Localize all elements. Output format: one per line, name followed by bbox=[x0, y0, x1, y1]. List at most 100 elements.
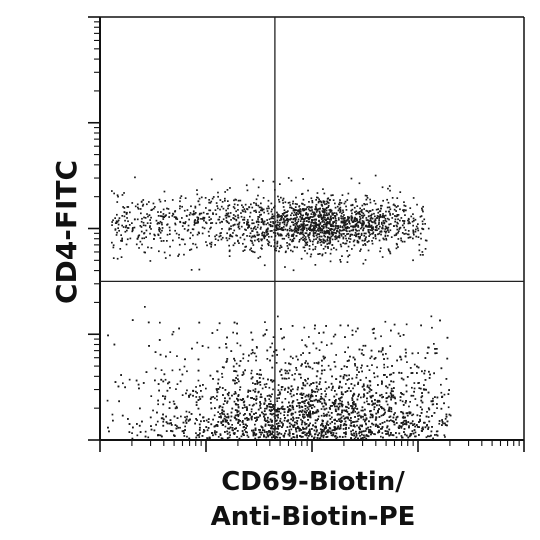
event-dot bbox=[239, 344, 242, 347]
event-dot bbox=[325, 207, 328, 210]
event-dot bbox=[341, 411, 343, 414]
event-dot bbox=[255, 198, 258, 201]
event-dot bbox=[228, 244, 230, 247]
event-dot bbox=[310, 400, 312, 402]
event-dot bbox=[335, 432, 338, 435]
event-dot bbox=[387, 410, 390, 412]
event-dot bbox=[210, 402, 212, 404]
event-dot bbox=[369, 413, 372, 416]
event-dot bbox=[411, 372, 414, 374]
event-dot bbox=[324, 230, 327, 233]
event-dot bbox=[236, 382, 238, 384]
event-dot bbox=[308, 429, 311, 432]
event-dot bbox=[324, 235, 326, 238]
event-dot bbox=[278, 391, 281, 394]
event-dot bbox=[364, 344, 367, 347]
event-dot bbox=[421, 430, 423, 432]
event-dot bbox=[126, 206, 129, 208]
event-dot bbox=[266, 219, 268, 221]
event-dot bbox=[324, 232, 327, 235]
event-dot bbox=[348, 220, 350, 222]
event-dot bbox=[359, 237, 361, 240]
event-dot bbox=[166, 233, 169, 236]
event-dot bbox=[277, 233, 279, 236]
event-dot bbox=[369, 384, 372, 387]
event-dot bbox=[235, 234, 237, 237]
event-dot bbox=[307, 362, 309, 365]
event-dot bbox=[261, 218, 263, 220]
event-dot bbox=[387, 226, 390, 229]
event-dot bbox=[374, 235, 377, 238]
event-dot bbox=[138, 247, 140, 249]
event-dot bbox=[317, 240, 319, 243]
event-dot bbox=[297, 218, 300, 221]
event-dot bbox=[335, 212, 338, 215]
event-dot bbox=[160, 215, 163, 218]
event-dot bbox=[315, 347, 318, 350]
event-dot bbox=[333, 247, 335, 249]
event-dot bbox=[321, 225, 323, 227]
event-dot bbox=[321, 210, 324, 212]
event-dot bbox=[229, 426, 232, 429]
event-dot bbox=[386, 376, 388, 378]
event-dot bbox=[373, 200, 376, 202]
event-dot bbox=[212, 196, 215, 198]
event-dot bbox=[308, 411, 310, 414]
event-dot bbox=[197, 221, 199, 224]
event-dot bbox=[235, 377, 237, 379]
event-dot bbox=[228, 237, 231, 240]
event-dot bbox=[228, 228, 230, 231]
event-dot bbox=[285, 430, 287, 432]
event-dot bbox=[300, 232, 302, 234]
event-dot bbox=[329, 418, 332, 420]
event-dot bbox=[205, 222, 208, 225]
event-dot bbox=[242, 371, 245, 373]
event-dot bbox=[277, 384, 280, 386]
event-dot bbox=[382, 199, 384, 202]
event-dot bbox=[258, 216, 261, 218]
event-dot bbox=[326, 420, 329, 423]
event-dot bbox=[260, 221, 263, 223]
event-dot bbox=[384, 228, 387, 230]
event-dot bbox=[356, 239, 359, 242]
event-dot bbox=[381, 380, 383, 383]
event-dot bbox=[308, 336, 310, 338]
event-dot bbox=[333, 402, 335, 404]
event-dot bbox=[268, 386, 271, 389]
event-dot bbox=[224, 214, 227, 217]
event-dot bbox=[268, 405, 271, 408]
event-dot bbox=[332, 194, 334, 196]
event-dot bbox=[166, 207, 168, 210]
event-dot bbox=[443, 393, 446, 396]
event-dot bbox=[313, 238, 315, 241]
event-dot bbox=[219, 386, 221, 389]
event-dot bbox=[179, 197, 182, 199]
event-dot bbox=[226, 437, 229, 439]
event-dot bbox=[338, 420, 341, 422]
event-dot bbox=[334, 206, 337, 209]
event-dot bbox=[355, 218, 358, 220]
event-dot bbox=[193, 213, 196, 215]
event-dot bbox=[419, 215, 422, 218]
event-dot bbox=[332, 214, 334, 216]
event-dot bbox=[262, 429, 264, 431]
event-dot bbox=[248, 354, 250, 357]
event-dot bbox=[307, 189, 309, 192]
event-dot bbox=[385, 220, 388, 223]
event-dot bbox=[338, 231, 340, 233]
event-dot bbox=[366, 203, 368, 206]
event-dot bbox=[304, 405, 307, 407]
event-dot bbox=[275, 427, 278, 430]
event-dot bbox=[161, 229, 163, 232]
event-dot bbox=[341, 229, 344, 232]
event-dot bbox=[338, 232, 341, 235]
event-dot bbox=[340, 402, 343, 405]
event-dot bbox=[425, 388, 427, 391]
event-dot bbox=[230, 235, 233, 237]
event-dot bbox=[141, 420, 143, 423]
event-dot bbox=[447, 406, 450, 409]
event-dot bbox=[376, 366, 378, 369]
event-dot bbox=[327, 222, 330, 225]
event-dot bbox=[340, 234, 343, 237]
event-dot bbox=[444, 424, 447, 426]
